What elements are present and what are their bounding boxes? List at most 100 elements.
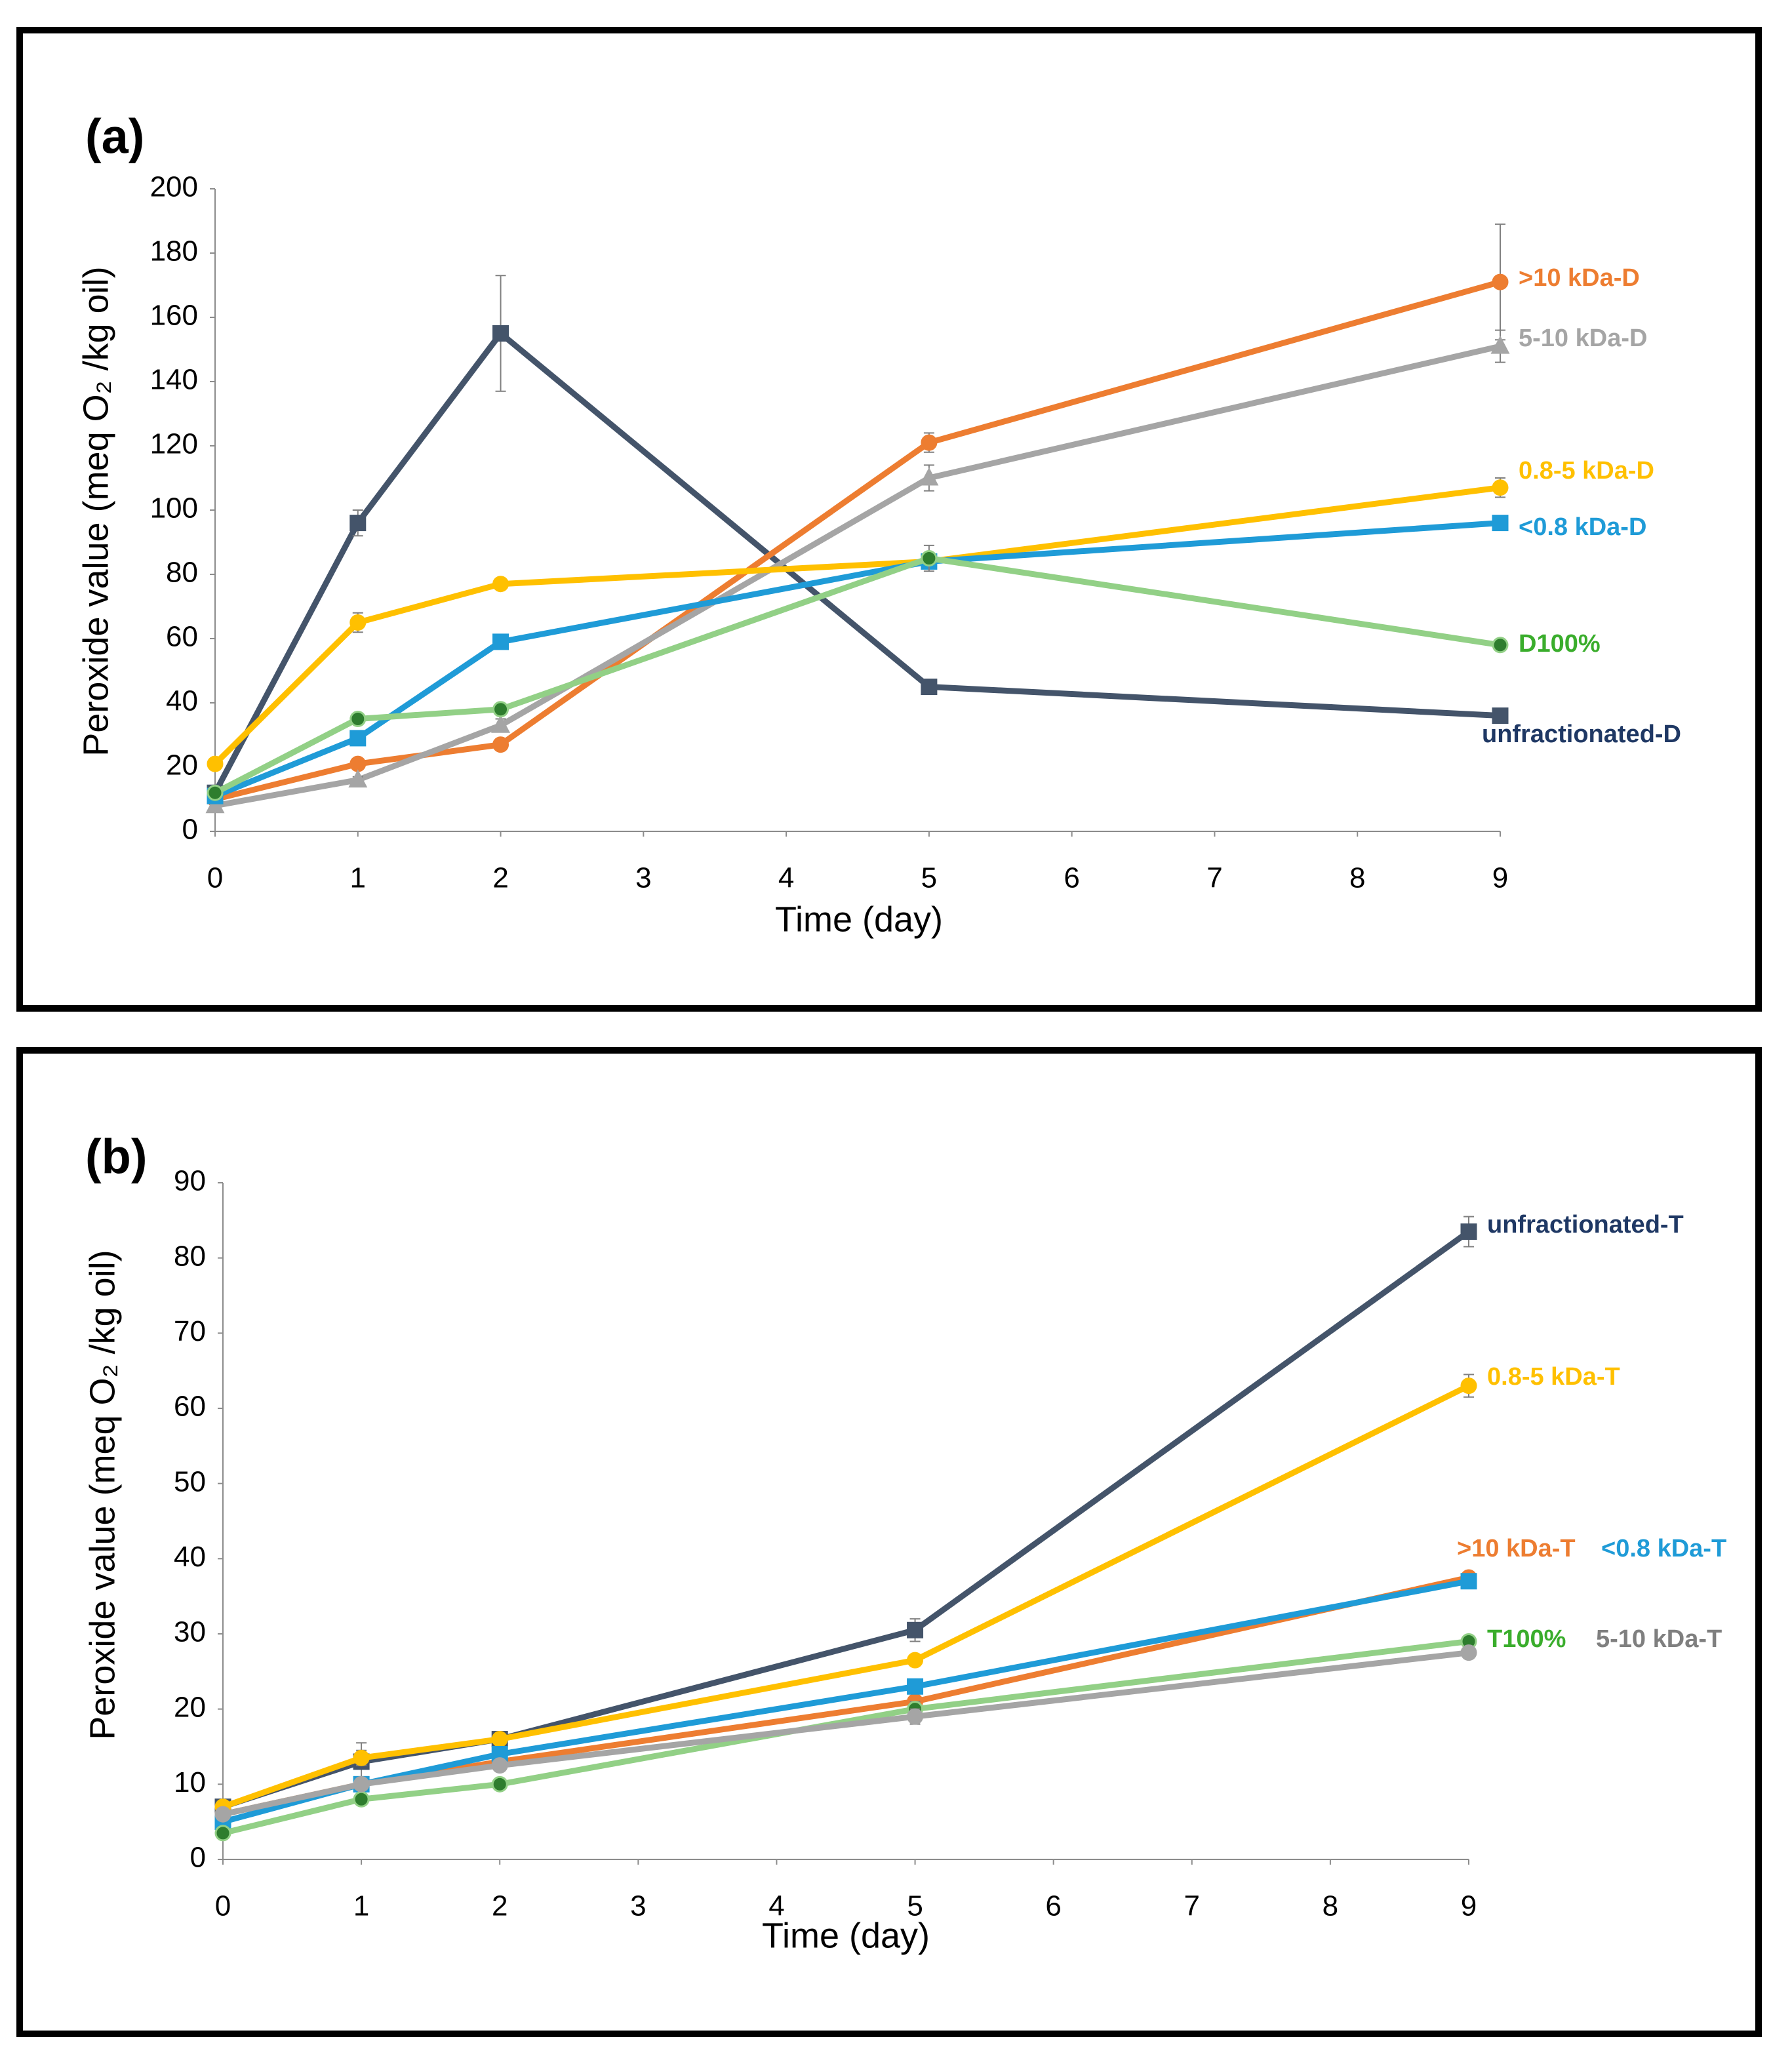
y-tick-label: 20	[166, 749, 198, 782]
marker	[353, 1749, 370, 1766]
marker	[353, 1791, 370, 1808]
marker	[491, 715, 511, 733]
y-tick-label: 140	[150, 364, 198, 396]
y-tick-label: 60	[166, 621, 198, 653]
series-label: 0.8-5 kDa-D	[1519, 457, 1654, 485]
x-tick-label: 9	[1492, 862, 1508, 894]
marker	[1460, 1644, 1477, 1661]
marker	[491, 1757, 508, 1774]
series-label: 5-10 kDa-D	[1519, 325, 1647, 352]
marker	[1460, 1573, 1477, 1590]
series-label: >10 kDa-T	[1457, 1535, 1576, 1562]
marker	[921, 550, 938, 566]
x-tick-label: 1	[353, 1890, 369, 1922]
series-label: unfractionated-T	[1487, 1211, 1684, 1239]
y-tick-label: 80	[174, 1240, 206, 1272]
y-tick-label: 200	[150, 171, 198, 203]
x-tick-label: 4	[778, 862, 794, 894]
y-tick-label: 120	[150, 428, 198, 460]
y-tick-label: 90	[174, 1165, 206, 1197]
x-tick-label: 7	[1206, 862, 1222, 894]
series-label: T100%	[1487, 1625, 1566, 1653]
marker	[353, 1775, 370, 1793]
x-tick-label: 0	[207, 862, 223, 894]
y-tick-label: 50	[174, 1465, 206, 1497]
panel-frame	[16, 1047, 1762, 2037]
x-tick-label: 5	[907, 1890, 923, 1922]
marker	[492, 736, 509, 753]
y-tick-label: 0	[190, 1842, 206, 1874]
panel-label: (a)	[85, 109, 144, 164]
series-line	[214, 279, 1502, 803]
series-label: <0.8 kDa-D	[1519, 513, 1646, 541]
marker	[349, 730, 367, 747]
marker	[907, 1678, 924, 1695]
marker	[1492, 479, 1509, 496]
x-tick-label: 3	[635, 862, 651, 894]
x-tick-label: 6	[1064, 862, 1079, 894]
y-tick-label: 40	[166, 685, 198, 717]
series-label: >10 kDa-D	[1519, 264, 1640, 292]
marker	[349, 515, 367, 532]
marker	[907, 1621, 924, 1638]
series-line	[222, 1650, 1469, 1817]
marker	[491, 1775, 508, 1793]
y-tick-label: 10	[174, 1766, 206, 1798]
y-tick-label: 100	[150, 492, 198, 525]
series-label: 0.8-5 kDa-T	[1487, 1363, 1620, 1391]
x-tick-label: 4	[768, 1890, 784, 1922]
y-tick-label: 40	[174, 1541, 206, 1573]
marker	[1492, 273, 1509, 290]
marker	[907, 1652, 924, 1669]
marker	[1492, 707, 1509, 724]
y-tick-label: 180	[150, 235, 198, 268]
y-tick-label: 160	[150, 300, 198, 332]
y-tick-label: 60	[174, 1391, 206, 1423]
marker	[205, 795, 225, 814]
y-axis-title: Peroxide value (meq O₂ /kg oil)	[83, 1250, 122, 1739]
y-tick-label: 30	[174, 1616, 206, 1648]
series-label: D100%	[1519, 630, 1601, 658]
y-axis-title: Peroxide value (meq O₂ /kg oil)	[76, 266, 115, 756]
marker	[214, 1806, 231, 1823]
x-tick-label: 3	[630, 1890, 646, 1922]
marker	[1492, 637, 1509, 654]
series-label: 5-10 kDa-T	[1596, 1625, 1722, 1653]
x-axis-title: Time (day)	[775, 900, 943, 939]
x-tick-label: 2	[492, 1890, 508, 1922]
marker	[492, 576, 509, 593]
marker	[921, 679, 938, 695]
marker	[492, 325, 509, 342]
x-tick-label: 7	[1184, 1890, 1200, 1922]
marker	[1460, 1223, 1477, 1240]
marker	[349, 755, 367, 772]
marker	[349, 711, 367, 727]
x-tick-label: 9	[1461, 1890, 1477, 1922]
series-label: <0.8 kDa-T	[1601, 1535, 1726, 1562]
x-tick-label: 6	[1045, 1890, 1061, 1922]
marker	[492, 633, 509, 650]
marker	[492, 701, 509, 718]
marker	[349, 614, 367, 631]
x-axis-title: Time (day)	[762, 1916, 930, 1955]
series-line	[222, 1383, 1470, 1810]
x-tick-label: 1	[350, 862, 366, 894]
series-line	[222, 1638, 1469, 1836]
marker	[919, 467, 939, 486]
panel-label: (b)	[85, 1130, 148, 1184]
y-tick-label: 70	[174, 1315, 206, 1347]
marker	[207, 755, 224, 772]
marker	[1460, 1378, 1477, 1395]
x-tick-label: 8	[1349, 862, 1365, 894]
marker	[214, 1825, 231, 1842]
x-tick-label: 5	[921, 862, 937, 894]
marker	[491, 1731, 508, 1748]
y-tick-label: 20	[174, 1691, 206, 1723]
x-tick-label: 2	[492, 862, 508, 894]
y-tick-label: 80	[166, 557, 198, 589]
marker	[921, 434, 938, 451]
panel-frame	[16, 27, 1762, 1012]
marker	[1490, 335, 1510, 354]
series-line	[222, 1578, 1469, 1825]
